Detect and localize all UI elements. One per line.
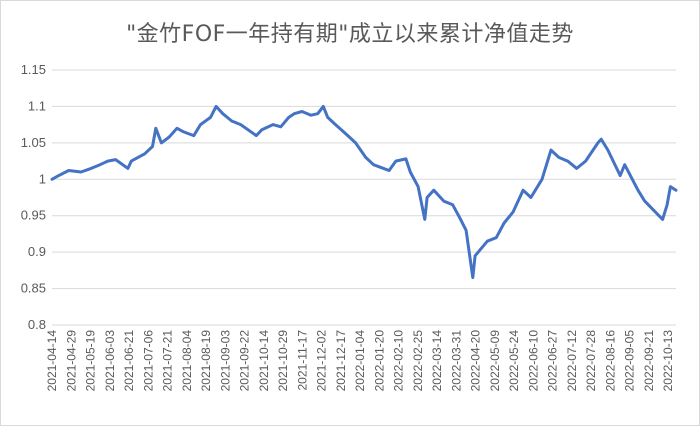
y-tick-label: 1.05	[21, 135, 46, 150]
x-tick-label: 2021-11-17	[295, 330, 309, 391]
x-tick-label: 2021-09-22	[238, 330, 252, 392]
x-tick-label: 2021-06-03	[103, 330, 117, 392]
x-tick-label: 2022-06-27	[546, 330, 560, 392]
chart-title: "金竹FOF一年持有期"成立以来累计净值走势	[126, 22, 574, 47]
x-tick-label: 2022-05-09	[488, 330, 502, 392]
x-tick-label: 2021-06-21	[122, 330, 136, 392]
x-tick-label: 2021-09-03	[218, 330, 232, 392]
x-tick-label: 2022-02-25	[411, 330, 425, 392]
x-tick-label: 2022-02-10	[392, 330, 406, 392]
x-tick-label: 2022-04-20	[469, 330, 483, 392]
x-tick-label: 2021-10-14	[257, 330, 271, 392]
y-tick-label: 1.1	[28, 98, 46, 113]
x-tick-label: 2021-12-17	[334, 330, 348, 392]
x-tick-label: 2022-06-10	[526, 330, 540, 392]
y-tick-label: 1.15	[21, 62, 46, 77]
x-tick-label: 2022-09-21	[642, 330, 656, 392]
y-tick-label: 1	[39, 171, 46, 186]
x-axis-ticks: 2021-04-14 2021-04-29 2021-05-19 2021-06-03…	[45, 330, 675, 392]
x-tick-label: 2021-10-29	[276, 330, 290, 392]
y-tick-label: 0.85	[21, 281, 46, 296]
x-tick-label: 2021-05-19	[84, 330, 98, 392]
x-tick-label: 2021-04-14	[45, 330, 59, 392]
x-tick-label: 2022-08-16	[603, 330, 617, 392]
x-tick-label: 2022-01-04	[353, 330, 367, 392]
x-tick-label: 2022-07-28	[584, 330, 598, 392]
x-tick-label: 2021-04-29	[64, 330, 78, 392]
y-tick-label: 0.95	[21, 208, 46, 223]
x-tick-label: 2022-03-31	[449, 330, 463, 392]
x-tick-label: 2022-03-14	[430, 330, 444, 392]
x-tick-label: 2021-08-04	[180, 330, 194, 392]
x-tick-label: 2022-09-05	[623, 330, 637, 392]
x-tick-label: 2021-12-02	[315, 330, 329, 392]
x-tick-label: 2022-05-24	[507, 330, 521, 392]
series-line	[50, 104, 678, 280]
x-tick-label: 2021-07-21	[161, 330, 175, 392]
x-tick-label: 2022-07-12	[565, 330, 579, 392]
gridlines	[52, 69, 676, 326]
x-tick-label: 2022-10-13	[661, 330, 675, 392]
x-tick-label: 2022-01-20	[372, 330, 386, 392]
y-tick-label: 0.8	[28, 317, 46, 332]
x-tick-label: 2021-07-06	[141, 330, 155, 392]
y-tick-label: 0.9	[28, 244, 46, 259]
y-axis-ticks: 1.15 1.1 1.05 1 0.95 0.9 0.85 0.8	[21, 62, 46, 332]
x-tick-label: 2021-08-19	[199, 330, 213, 392]
